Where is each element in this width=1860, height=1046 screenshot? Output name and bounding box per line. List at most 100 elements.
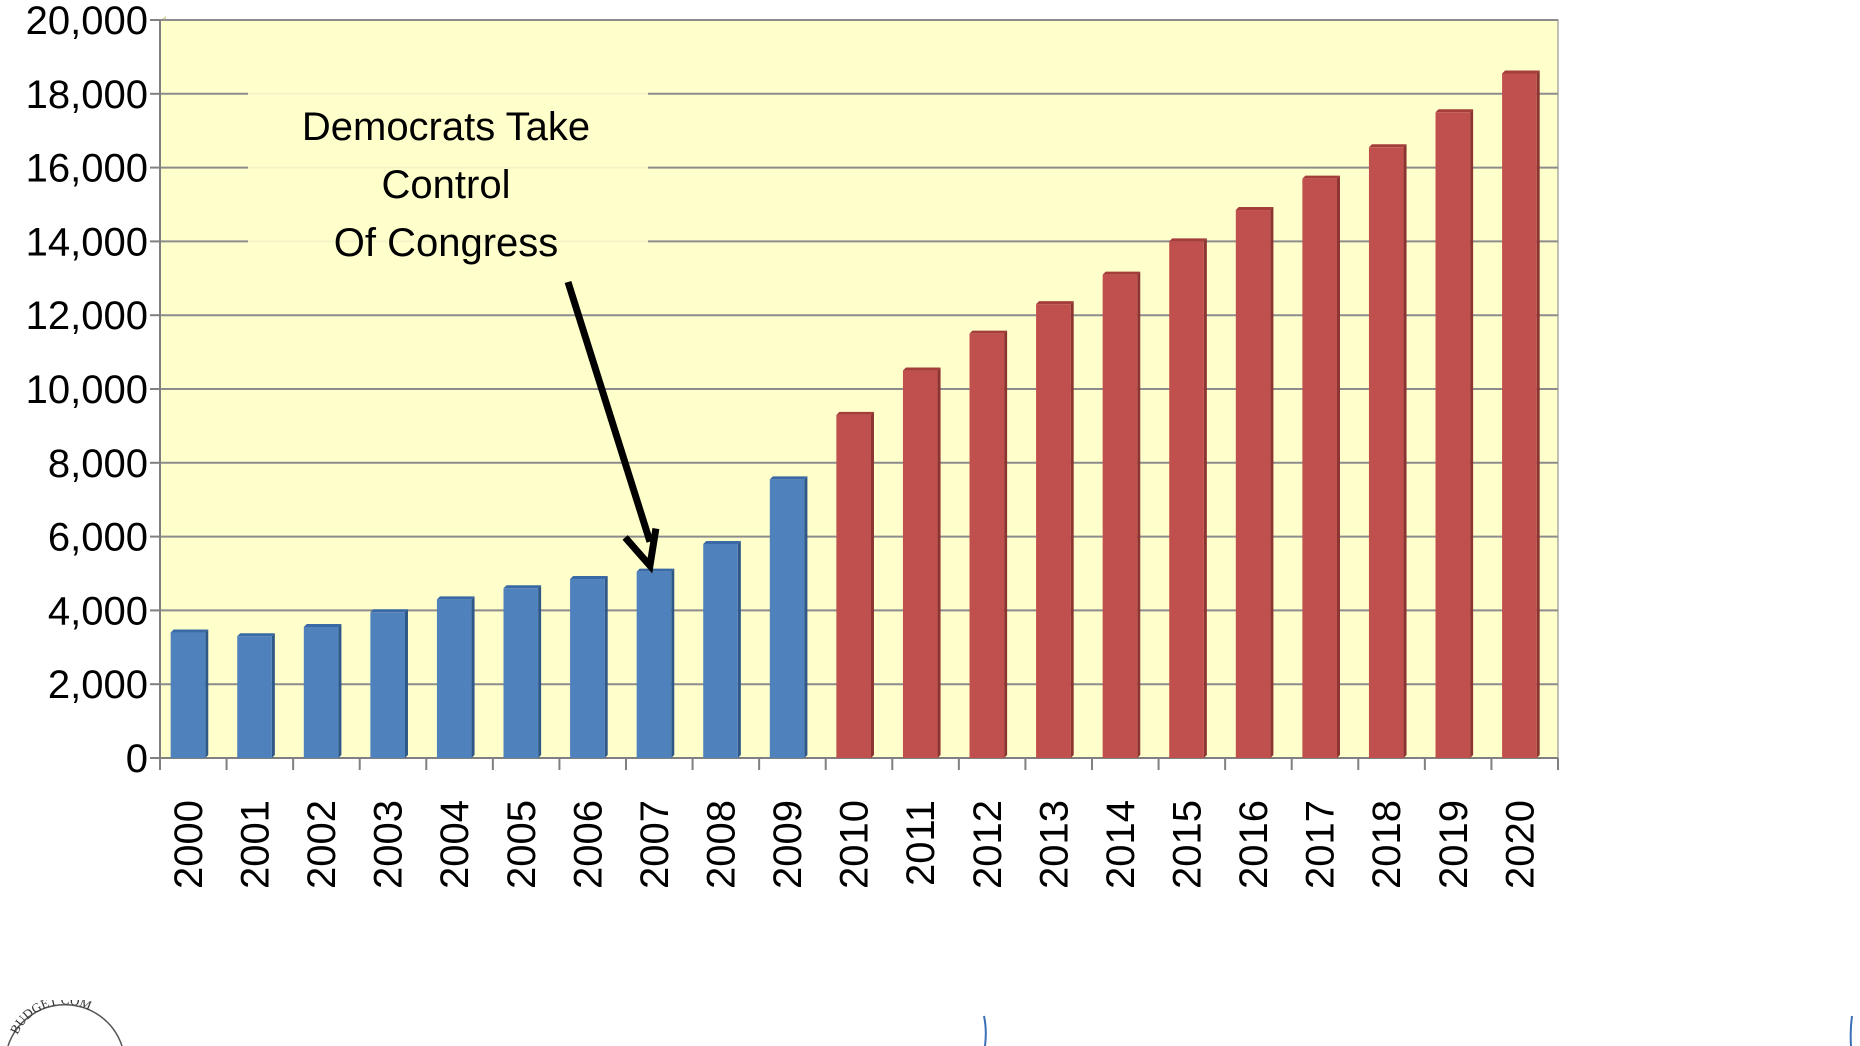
x-tick-label: 2008 bbox=[700, 800, 744, 889]
y-tick-label: 10,000 bbox=[26, 368, 148, 412]
x-tick-label: 2006 bbox=[566, 800, 610, 889]
x-tick-label: 2016 bbox=[1232, 800, 1276, 889]
bar-side bbox=[1270, 207, 1274, 758]
bar-2015 bbox=[1169, 241, 1204, 758]
bar-2002 bbox=[303, 627, 339, 758]
bar-top bbox=[703, 540, 741, 544]
bar-top bbox=[1169, 238, 1207, 242]
bar-top bbox=[636, 568, 675, 572]
bar-2011 bbox=[902, 370, 938, 758]
bar-side bbox=[671, 568, 675, 758]
x-tick-label: 2011 bbox=[899, 800, 943, 886]
divider-mark-left bbox=[983, 1015, 987, 1046]
bar-2018 bbox=[1368, 147, 1404, 758]
y-tick-label: 14,000 bbox=[26, 220, 148, 264]
bar-2007 bbox=[636, 571, 672, 758]
bar-top bbox=[503, 585, 542, 589]
bar-2008 bbox=[703, 543, 738, 758]
annotation-arrowhead bbox=[622, 527, 660, 574]
bar-side bbox=[338, 624, 342, 758]
bar-side bbox=[804, 476, 808, 758]
seal-text: BUDGET COM bbox=[7, 1000, 95, 1036]
annotation-text: Control bbox=[382, 163, 511, 207]
y-tick-label: 18,000 bbox=[26, 73, 148, 117]
divider-mark-right bbox=[1849, 1015, 1853, 1046]
bar-side bbox=[1403, 144, 1407, 758]
x-tick-label: 2018 bbox=[1365, 800, 1409, 889]
x-tick-label: 2009 bbox=[766, 800, 810, 889]
bar-top bbox=[1036, 301, 1074, 305]
budget-committee-seal: BUDGET COM bbox=[7, 1000, 123, 1046]
bar-side bbox=[471, 596, 475, 758]
y-tick-label: 6,000 bbox=[48, 516, 148, 560]
bar-2001 bbox=[237, 636, 272, 758]
y-tick-label: 20,000 bbox=[26, 0, 148, 43]
bar-side bbox=[1336, 175, 1340, 759]
bar-side bbox=[1004, 330, 1008, 758]
bar-2003 bbox=[370, 612, 405, 758]
bar-side bbox=[1203, 238, 1207, 758]
bar-2004 bbox=[436, 599, 472, 758]
y-tick-label: 4,000 bbox=[48, 589, 148, 633]
y-tick-label: 0 bbox=[126, 737, 148, 781]
x-tick-label: 2007 bbox=[633, 800, 677, 889]
x-tick-label: 2001 bbox=[234, 800, 278, 889]
bar-2020 bbox=[1502, 73, 1537, 758]
bar-side bbox=[1137, 271, 1141, 758]
bar-2014 bbox=[1102, 274, 1138, 758]
bar-top bbox=[902, 367, 941, 371]
bar-top bbox=[1102, 271, 1141, 275]
x-tick-label: 2003 bbox=[367, 800, 411, 889]
bar-side bbox=[737, 540, 741, 758]
x-tick-label: 2013 bbox=[1032, 800, 1076, 889]
bar-top bbox=[370, 609, 408, 613]
bar-side bbox=[404, 609, 408, 758]
bar-top bbox=[769, 476, 808, 480]
bar-top bbox=[1435, 109, 1474, 113]
x-tick-label: 2005 bbox=[500, 800, 544, 889]
x-tick-label: 2010 bbox=[833, 800, 877, 889]
bar-top bbox=[1502, 70, 1540, 74]
bar-2006 bbox=[570, 579, 605, 758]
bar-2017 bbox=[1302, 178, 1337, 759]
y-tick-label: 2,000 bbox=[48, 663, 148, 707]
bar-side bbox=[604, 576, 608, 758]
bar-2010 bbox=[836, 414, 871, 758]
bar-side bbox=[271, 633, 275, 758]
bar-top bbox=[303, 624, 342, 628]
y-tick-label: 16,000 bbox=[26, 147, 148, 191]
annotation-text: Democrats Take bbox=[302, 105, 590, 149]
bar-side bbox=[937, 367, 941, 758]
bar-top bbox=[237, 633, 275, 637]
x-tick-label: 2015 bbox=[1166, 800, 1210, 889]
bar-2019 bbox=[1435, 112, 1471, 758]
annotation-box bbox=[248, 86, 648, 312]
bar-top bbox=[570, 576, 608, 580]
annotation-text: Of Congress bbox=[334, 221, 559, 265]
x-tick-label: 2014 bbox=[1099, 800, 1143, 889]
x-tick-label: 2020 bbox=[1498, 800, 1542, 889]
x-tick-label: 2004 bbox=[433, 800, 477, 889]
bar-side bbox=[870, 411, 874, 758]
bar-side bbox=[205, 629, 209, 758]
bar-2016 bbox=[1235, 210, 1271, 758]
bar-top bbox=[836, 411, 874, 415]
y-tick-label: 12,000 bbox=[26, 294, 148, 338]
bar-side bbox=[1536, 70, 1540, 758]
bar-top bbox=[1235, 207, 1274, 211]
svg-text:BUDGET COM: BUDGET COM bbox=[7, 1000, 95, 1036]
bar-top bbox=[969, 330, 1008, 334]
bar-2012 bbox=[969, 333, 1005, 758]
bar-top bbox=[1302, 175, 1340, 179]
bar-side bbox=[538, 585, 542, 758]
bar-2005 bbox=[503, 588, 539, 758]
bar-2000 bbox=[170, 632, 206, 758]
x-tick-label: 2000 bbox=[167, 800, 211, 889]
bar-side bbox=[1470, 109, 1474, 758]
bar-2013 bbox=[1036, 304, 1071, 758]
x-tick-label: 2019 bbox=[1432, 800, 1476, 889]
x-tick-label: 2017 bbox=[1299, 800, 1343, 889]
bar-top bbox=[436, 596, 475, 600]
